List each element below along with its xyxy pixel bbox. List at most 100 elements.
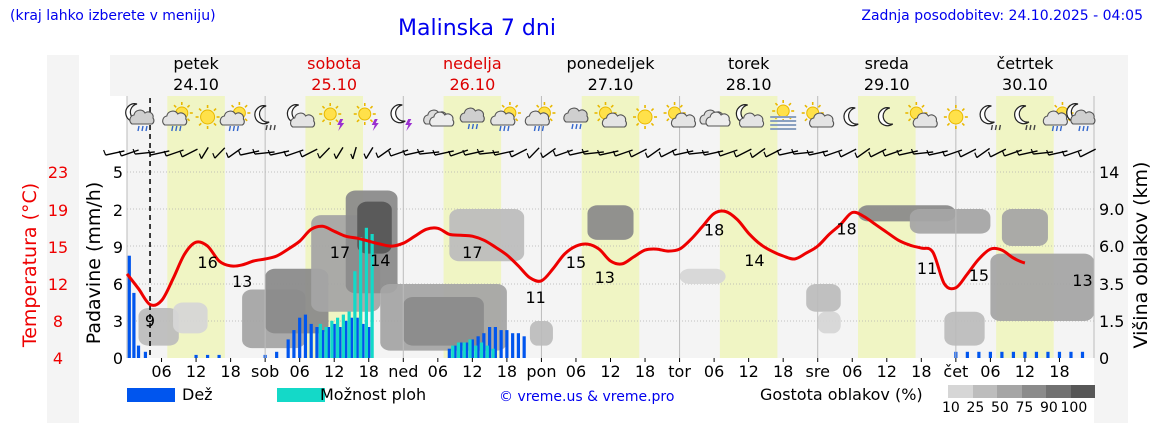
shower-bar [318, 323, 322, 358]
temperature-label: 17 [462, 243, 482, 262]
x-tick-label: 06 [428, 362, 448, 381]
x-tick-label: 06 [842, 362, 862, 381]
wind-barb-tick [375, 152, 379, 158]
wind-barb-tick [1030, 148, 1034, 155]
wind-barb [1064, 149, 1082, 157]
wind-barb-tick [317, 152, 321, 159]
wind-barb-tick [198, 153, 202, 159]
x-axis-ticks: 06 12 18 sob 06 12 18 ned 06 12 18 pon 06 12 18 tor 06 12… [151, 358, 1070, 381]
rain-bar [298, 317, 302, 358]
wind-barb-tick [806, 149, 810, 156]
x-tick-label: 18 [1049, 362, 1069, 381]
left-axis-panel [47, 55, 79, 423]
wind-barb [227, 147, 242, 159]
shower-bar [491, 348, 495, 358]
x-tick-label: 18 [359, 362, 379, 381]
rain-bar [338, 327, 342, 358]
shower-bars [318, 227, 495, 358]
right-axis-ticks: 14 9.0 6.0 3.5 1.5 0 [1099, 163, 1124, 368]
x-tick-label: tor [668, 362, 691, 381]
legend-shower-swatch [277, 388, 325, 402]
wind-barb [704, 150, 724, 156]
shower-bar [462, 342, 466, 358]
wind-barb [165, 149, 184, 157]
moon-rain-icon [979, 105, 1002, 131]
wind-barb [214, 147, 226, 159]
x-tick-label: 12 [600, 362, 620, 381]
wind-barb [719, 149, 738, 157]
wind-barb [301, 148, 318, 158]
moon-rain-icon [254, 105, 276, 131]
moon-cloud-icon [286, 104, 316, 128]
wind-barb [450, 149, 469, 157]
wind-barb [735, 148, 752, 158]
wind-barb-tick [926, 149, 930, 156]
density-level-label: 10 [942, 400, 960, 416]
rain-bar [1000, 351, 1004, 358]
wind-barb [390, 149, 409, 157]
wind-barb [990, 148, 1007, 158]
x-tick-label: ned [388, 362, 418, 381]
sun-icon [633, 105, 658, 129]
wind-barb [528, 147, 540, 159]
wind-barb [615, 149, 633, 157]
wind-barb-tick [1016, 149, 1020, 156]
wind-barb-tick [791, 148, 795, 155]
wind-barb-tick [388, 150, 392, 157]
sun-storm-icon [319, 103, 345, 131]
temperature-tick: 15 [48, 238, 68, 257]
cloud-density-blob [449, 209, 525, 262]
day-name: sobota [307, 54, 361, 73]
precipitation-tick: 9 [113, 238, 123, 257]
wind-barb [913, 151, 934, 155]
day-name: sreda [865, 54, 909, 73]
temperature-label: 14 [370, 251, 390, 270]
wind-barb [135, 151, 155, 155]
temperature-tick: 4 [53, 349, 63, 368]
cloud-density-blob [679, 268, 726, 284]
wind-barb-tick [492, 149, 496, 156]
rain-bar [459, 342, 463, 358]
cloud-rain-icon [563, 107, 589, 130]
rain-bar [344, 320, 348, 358]
wind-barb-tick [1046, 149, 1050, 156]
shower-bar [353, 271, 357, 358]
rain-bar [205, 354, 210, 358]
temperature-axis-title: Temperatura (°C) [19, 183, 41, 348]
wind-barb-tick [103, 149, 107, 156]
wind-barb-tick [910, 148, 915, 155]
sun-icon [195, 105, 220, 129]
rain-bar [493, 327, 497, 358]
temperature-label: 11 [917, 259, 937, 278]
shower-bar [456, 342, 461, 358]
rain-bar [143, 351, 148, 358]
wind-barb-tick [717, 150, 721, 157]
daylight-band [858, 96, 916, 358]
rain-bar [349, 317, 354, 358]
density-swatch [997, 385, 1022, 398]
wind-barb-tick [283, 150, 287, 157]
wind-barb-tick [252, 148, 256, 155]
wind-barb-tick [658, 151, 662, 158]
sun-cloud-rain-icon [1042, 102, 1074, 132]
wind-barb-tick [540, 152, 544, 158]
sun-cloud-icon [801, 102, 835, 128]
moon-cloud-rain-icon [1066, 103, 1096, 132]
moon-icon [877, 107, 894, 127]
wind-barb-tick [868, 151, 872, 158]
wind-barb-tick [958, 151, 962, 158]
shower-bar [370, 234, 374, 358]
cloud-density-blob [403, 296, 484, 346]
rain-bar [977, 351, 981, 358]
rain-bar [522, 336, 526, 358]
wind-barb [150, 150, 170, 156]
cloud-height-tick: 14 [1099, 163, 1119, 182]
wind-barb [599, 150, 619, 156]
wind-barb [944, 149, 963, 157]
moon-cloud-icon [735, 104, 765, 128]
precipitation-tick: 3 [113, 312, 123, 331]
wind-barb [884, 149, 903, 157]
left-axis-ticks: 23 19 15 12 8 4 5 2 9 6 3 0 [48, 163, 123, 368]
wind-barb-tick [476, 148, 480, 155]
wind-barb [254, 151, 275, 155]
